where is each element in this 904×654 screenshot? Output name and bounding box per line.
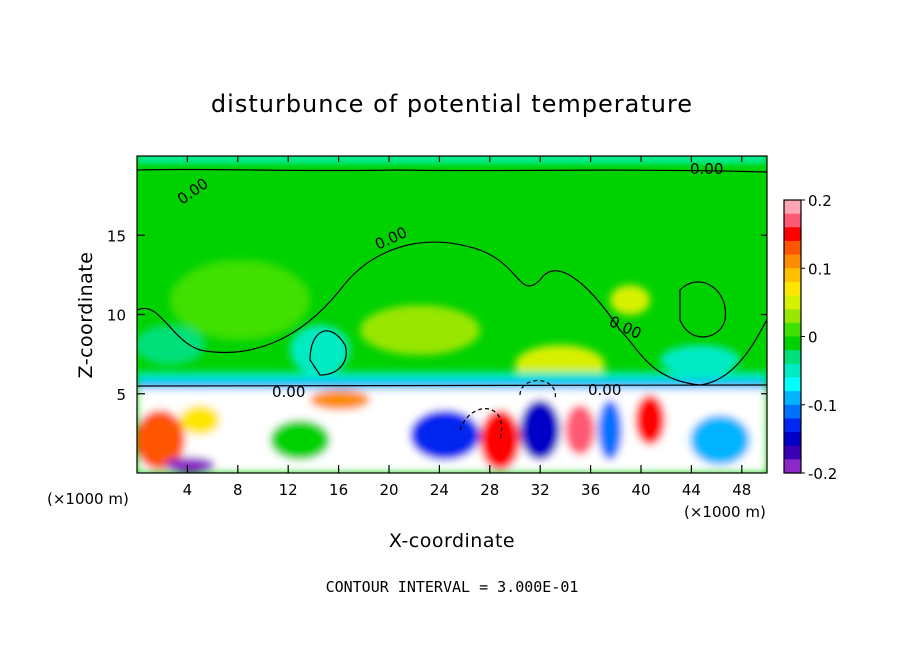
colorbar-tick-label: 0 xyxy=(808,329,818,347)
x-tick-label: 12 xyxy=(279,481,298,499)
colorbar-swatch xyxy=(784,404,801,419)
plot-area xyxy=(137,156,767,473)
cold-patch xyxy=(598,400,622,460)
cold-band xyxy=(137,380,767,389)
colorbar-swatch xyxy=(784,268,801,283)
x-tick-label: 8 xyxy=(233,481,243,499)
x-tick-label: 20 xyxy=(379,481,398,499)
contour-interval-text: CONTOUR INTERVAL = 3.000E-01 xyxy=(326,578,579,596)
warm-patch xyxy=(565,405,595,455)
y-tick-label: 10 xyxy=(107,307,126,325)
cold-patch xyxy=(690,415,750,465)
contour-label: 0.00 xyxy=(690,160,723,178)
cool-patch xyxy=(290,325,350,375)
x-axis-label: X-coordinate xyxy=(389,530,515,552)
colorbar-swatch xyxy=(784,227,801,242)
colorbar-swatch xyxy=(784,281,801,297)
x-tick-label: 28 xyxy=(480,481,499,499)
colorbar-tick-label: 0.2 xyxy=(808,192,832,210)
y-unit-label: (×1000 m) xyxy=(684,503,766,521)
y-axis: 5 10 15 xyxy=(107,227,767,404)
colorbar-swatch xyxy=(784,445,801,460)
colorbar-swatch xyxy=(784,418,801,433)
x-unit-label: (×1000 m) xyxy=(47,490,129,508)
contour-label: 0.00 xyxy=(272,383,305,401)
y-tick-label: 15 xyxy=(107,227,126,245)
warm-patch xyxy=(480,410,520,470)
colorbar-swatch xyxy=(784,391,801,406)
colorbar-swatch xyxy=(784,363,801,379)
colorbar-swatch xyxy=(784,200,801,215)
x-tick-label: 4 xyxy=(183,481,193,499)
colorbar-tick-label: -0.2 xyxy=(808,465,837,483)
y-tick-label: 5 xyxy=(116,386,126,404)
cold-patch xyxy=(520,400,560,460)
colorbar-swatch xyxy=(784,213,801,228)
field-pattern xyxy=(137,156,767,473)
cool-patch xyxy=(660,345,740,375)
colorbar: 0.2 0.1 0 -0.1 -0.2 xyxy=(783,192,837,483)
colorbar-swatch xyxy=(784,295,801,310)
colorbar-tick-label: 0.1 xyxy=(808,260,832,278)
contour-lines xyxy=(137,168,767,441)
colorbar-swatch xyxy=(784,459,801,474)
warm-patch xyxy=(137,410,185,470)
top-cyan-band xyxy=(137,156,767,162)
warm-patch xyxy=(170,260,310,340)
x-axis: 4 8 12 16 20 24 28 32 36 40 44 48 xyxy=(183,156,751,499)
x-tick-label: 24 xyxy=(430,481,449,499)
warm-patch xyxy=(180,405,220,435)
x-tick-label: 36 xyxy=(581,481,600,499)
colorbar-swatch xyxy=(784,432,801,447)
x-tick-label: 44 xyxy=(682,481,701,499)
colorbar-swatch xyxy=(784,254,801,269)
warm-patch xyxy=(360,305,480,355)
contour-label: 0.00 xyxy=(588,381,621,399)
warm-patch xyxy=(610,285,650,315)
chart-title: disturbunce of potential temperature xyxy=(211,90,693,118)
cold-patch xyxy=(165,457,215,473)
colorbar-swatch xyxy=(784,350,801,365)
colorbar-tick-label: -0.1 xyxy=(808,397,837,415)
cold-patch xyxy=(410,410,480,460)
cool-patch xyxy=(270,420,330,460)
colorbar-swatch xyxy=(784,240,801,256)
x-tick-label: 40 xyxy=(631,481,650,499)
warm-patch xyxy=(310,390,370,410)
x-tick-label: 16 xyxy=(329,481,348,499)
y-axis-label: Z-coordinate xyxy=(75,252,97,379)
colorbar-swatch xyxy=(784,322,801,338)
warm-patch xyxy=(635,395,665,445)
colorbar-swatch xyxy=(784,377,801,392)
cool-patch xyxy=(137,325,205,365)
colorbar-swatch xyxy=(784,309,801,324)
x-tick-label: 32 xyxy=(531,481,550,499)
colorbar-swatch xyxy=(784,336,801,351)
x-tick-label: 48 xyxy=(732,481,751,499)
